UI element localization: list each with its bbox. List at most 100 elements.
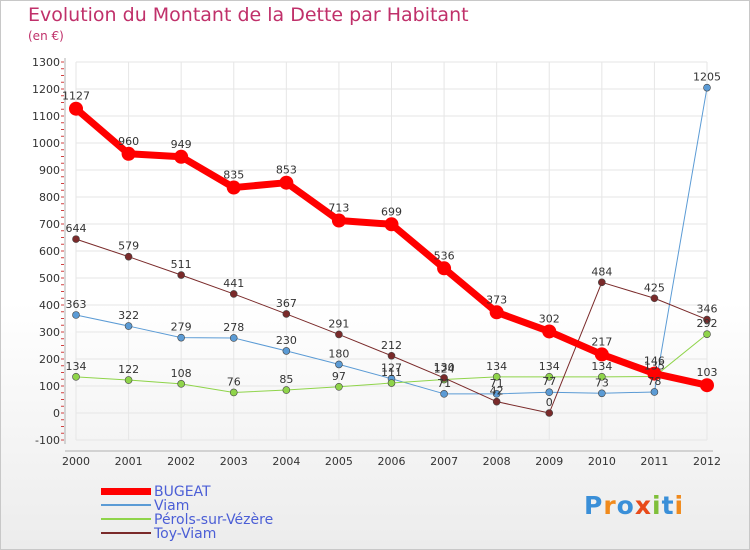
data-point bbox=[492, 397, 501, 406]
data-point bbox=[229, 388, 238, 397]
data-label: 579 bbox=[118, 240, 139, 253]
data-point bbox=[703, 330, 711, 338]
x-tick-label: 2005 bbox=[325, 455, 353, 468]
data-point bbox=[177, 271, 185, 279]
data-label: 425 bbox=[644, 281, 665, 294]
y-tick-label: 1000 bbox=[32, 137, 60, 150]
data-labels: 363 322 279 278 230 180 127 71 71 77 73 78 1205 134 12… bbox=[62, 71, 721, 409]
legend-label: BUGEAT bbox=[154, 484, 211, 500]
y-tick-label: 900 bbox=[39, 164, 60, 177]
x-tick-label: 2003 bbox=[220, 455, 248, 468]
data-label: 363 bbox=[66, 298, 87, 311]
data-point bbox=[489, 305, 504, 320]
logo-letter: i bbox=[652, 491, 662, 520]
logo-letter: i bbox=[674, 491, 685, 520]
y-tick-label: 100 bbox=[39, 380, 60, 393]
data-point bbox=[440, 390, 448, 398]
data-label: 134 bbox=[66, 360, 87, 373]
chart-subtitle: (en €) bbox=[28, 29, 64, 43]
y-tick-label: 0 bbox=[53, 407, 60, 420]
x-tick-label: 2000 bbox=[62, 455, 90, 468]
x-tick-label: 2010 bbox=[588, 455, 616, 468]
data-label: 0 bbox=[546, 396, 553, 409]
data-label: 71 bbox=[490, 377, 504, 390]
data-point bbox=[598, 278, 606, 287]
data-label: 835 bbox=[223, 169, 244, 182]
data-label: 713 bbox=[328, 201, 349, 214]
logo-letter: o bbox=[616, 491, 635, 520]
data-point bbox=[647, 366, 662, 381]
data-label: 302 bbox=[539, 312, 560, 325]
data-point bbox=[650, 294, 659, 303]
data-label: 78 bbox=[647, 375, 661, 388]
data-label: 111 bbox=[381, 366, 402, 379]
data-label: 127 bbox=[381, 362, 402, 375]
data-point bbox=[703, 83, 711, 92]
data-label: 124 bbox=[434, 363, 455, 376]
data-point bbox=[492, 390, 501, 398]
data-label: 699 bbox=[381, 205, 402, 218]
grid-lines bbox=[75, 61, 708, 441]
data-point bbox=[69, 101, 83, 116]
y-tick-label: 800 bbox=[39, 191, 60, 204]
logo-letter: t bbox=[661, 491, 675, 520]
data-label: 134 bbox=[539, 360, 560, 373]
data-label: 85 bbox=[279, 373, 293, 386]
data-point bbox=[437, 261, 452, 276]
x-tick-label: 2007 bbox=[430, 455, 458, 468]
data-point bbox=[700, 378, 714, 393]
y-tick-label: 400 bbox=[39, 299, 60, 312]
legend-swatch bbox=[101, 532, 151, 534]
data-label: 146 bbox=[644, 355, 665, 368]
data-label: 1127 bbox=[62, 90, 90, 103]
series-perols-sur-vezere bbox=[72, 330, 711, 397]
data-point bbox=[121, 146, 136, 161]
y-tick-label: 1100 bbox=[32, 110, 60, 123]
data-point bbox=[72, 373, 80, 381]
data-point bbox=[72, 235, 80, 243]
logo-letter: x bbox=[634, 491, 652, 520]
data-label: 278 bbox=[223, 321, 244, 334]
data-point bbox=[174, 149, 189, 164]
data-point bbox=[229, 290, 238, 298]
legend-swatch bbox=[101, 518, 151, 520]
data-label: 292 bbox=[697, 317, 718, 330]
data-point bbox=[335, 383, 343, 391]
series-toy-viam bbox=[72, 235, 711, 417]
data-point bbox=[594, 347, 609, 362]
data-label: 511 bbox=[171, 258, 192, 271]
data-label: 346 bbox=[697, 303, 718, 316]
y-tick-label: 200 bbox=[39, 353, 60, 366]
data-label: 949 bbox=[171, 138, 192, 151]
data-label: 367 bbox=[276, 297, 297, 310]
axes: -100 0 100 200 300 400 500 600 700 800 900 1000 1100… bbox=[32, 56, 721, 468]
series-lines bbox=[69, 83, 714, 417]
y-tick-label: 500 bbox=[39, 272, 60, 285]
data-label: 108 bbox=[171, 367, 192, 380]
logo-letter: r bbox=[603, 491, 617, 520]
x-tick-label: 2009 bbox=[535, 455, 563, 468]
x-tick-label: 2012 bbox=[693, 455, 721, 468]
data-point bbox=[598, 389, 606, 398]
data-point bbox=[226, 180, 241, 195]
data-point bbox=[124, 252, 133, 261]
y-tick-label: 600 bbox=[39, 245, 60, 258]
data-label: 536 bbox=[434, 249, 455, 262]
data-point bbox=[177, 333, 185, 342]
data-point bbox=[542, 324, 557, 339]
proxiti-logo: Proxiti bbox=[584, 491, 684, 520]
data-point bbox=[545, 409, 554, 417]
data-label: 130 bbox=[434, 361, 455, 374]
data-label: 212 bbox=[381, 339, 402, 352]
data-label: 291 bbox=[328, 317, 349, 330]
legend-swatch bbox=[101, 488, 151, 495]
data-point bbox=[177, 380, 185, 388]
y-tick-label: -100 bbox=[35, 434, 60, 447]
x-tick-label: 2002 bbox=[167, 455, 195, 468]
data-point bbox=[282, 310, 291, 318]
y-tick-label: 1200 bbox=[32, 83, 60, 96]
legend-label: Pérols-sur-Vézère bbox=[154, 512, 274, 528]
data-label: 76 bbox=[227, 375, 241, 388]
